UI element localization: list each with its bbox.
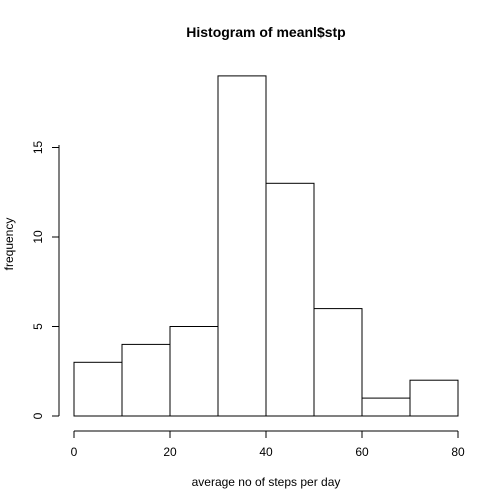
x-tick-label-2: 40 (259, 445, 273, 459)
y-tick-label-3: 15 (31, 141, 45, 155)
bars-group (73, 75, 459, 417)
histogram-bar-2 (169, 326, 219, 417)
x-axis-label: average no of steps per day (192, 475, 341, 489)
x-tick-label-3: 60 (355, 445, 369, 459)
y-axis: 0 5 10 15 (31, 141, 60, 419)
histogram-bar-0 (73, 361, 123, 417)
histogram-bar-7 (409, 379, 459, 417)
histogram-bar-5 (313, 308, 363, 417)
chart-title: Histogram of meanl$stp (186, 24, 345, 40)
y-tick-label-2: 10 (31, 230, 45, 244)
histogram-bar-3 (217, 75, 267, 417)
histogram-bar-4 (265, 182, 315, 417)
histogram-bar-6 (361, 397, 411, 417)
x-axis: 0 20 40 60 80 (71, 430, 465, 459)
x-tick-label-4: 80 (451, 445, 465, 459)
y-tick-label-0: 0 (31, 412, 45, 419)
x-tick-label-1: 20 (163, 445, 177, 459)
histogram-bar-1 (121, 343, 171, 417)
y-tick-label-1: 5 (31, 323, 45, 330)
x-tick-label-0: 0 (71, 445, 78, 459)
y-axis-label: frequency (2, 218, 16, 271)
